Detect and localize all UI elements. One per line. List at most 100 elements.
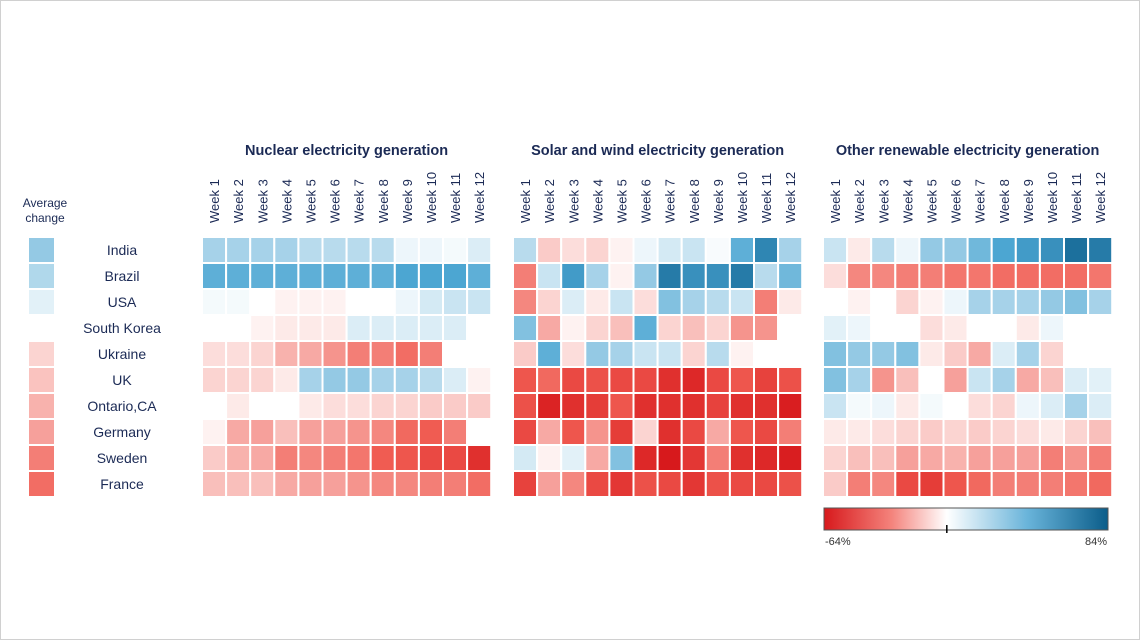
average-change-swatch bbox=[29, 290, 54, 314]
heatmap-cell bbox=[536, 366, 563, 394]
week-tick-label: Week 1 bbox=[828, 179, 843, 223]
heatmap-cell bbox=[417, 262, 444, 290]
heatmap-cell bbox=[753, 340, 780, 368]
heatmap-cell bbox=[918, 470, 945, 498]
average-change-header: change bbox=[25, 211, 65, 225]
heatmap-cell bbox=[417, 366, 444, 394]
heatmap-cell bbox=[225, 470, 252, 498]
heatmap-cell bbox=[656, 340, 683, 368]
heatmap-cell bbox=[1063, 470, 1090, 498]
panel-title: Other renewable electricity generation bbox=[836, 143, 1100, 159]
country-label: South Korea bbox=[83, 320, 161, 336]
country-label: France bbox=[100, 476, 144, 492]
heatmap-cell bbox=[393, 392, 420, 420]
heatmap-cell bbox=[966, 236, 993, 264]
average-change-swatch bbox=[29, 420, 54, 444]
heatmap-cell bbox=[966, 262, 993, 290]
heatmap-cell bbox=[1063, 314, 1090, 342]
heatmap-cell bbox=[512, 340, 539, 368]
heatmap-cell bbox=[632, 444, 659, 472]
heatmap-cell bbox=[393, 314, 420, 342]
heatmap-cell bbox=[201, 418, 228, 446]
heatmap-cell bbox=[417, 314, 444, 342]
heatmap-cell bbox=[1014, 418, 1041, 446]
heatmap-cell bbox=[225, 262, 252, 290]
heatmap-cell bbox=[584, 314, 611, 342]
heatmap-cell bbox=[822, 314, 849, 342]
heatmap-cell bbox=[870, 340, 897, 368]
heatmap-cell bbox=[249, 392, 276, 420]
week-tick-label: Week 4 bbox=[590, 179, 605, 223]
heatmap-cell bbox=[777, 470, 804, 498]
heatmap-cell bbox=[656, 366, 683, 394]
heatmap-cell bbox=[632, 366, 659, 394]
heatmap-cell bbox=[990, 366, 1017, 394]
heatmap-cell bbox=[894, 470, 921, 498]
heatmap-cell bbox=[442, 262, 469, 290]
heatmap-cell bbox=[417, 418, 444, 446]
heatmap-cell bbox=[225, 288, 252, 316]
heatmap-cell bbox=[942, 444, 969, 472]
heatmap-cell bbox=[297, 392, 324, 420]
heatmap-cell bbox=[656, 392, 683, 420]
week-tick-label: Week 10 bbox=[1045, 172, 1060, 223]
heatmap-cell bbox=[822, 340, 849, 368]
heatmap-cell bbox=[704, 470, 731, 498]
heatmap-cell bbox=[249, 340, 276, 368]
heatmap-cell bbox=[846, 418, 873, 446]
heatmap-cell bbox=[632, 236, 659, 264]
heatmap-cell bbox=[1014, 314, 1041, 342]
heatmap-cell bbox=[1063, 366, 1090, 394]
heatmap-cell bbox=[512, 366, 539, 394]
heatmap-cell bbox=[249, 470, 276, 498]
heatmap-cell bbox=[297, 470, 324, 498]
week-tick-label: Week 8 bbox=[376, 179, 391, 223]
heatmap-cell bbox=[512, 262, 539, 290]
heatmap-cell bbox=[846, 236, 873, 264]
heatmap-cell bbox=[777, 288, 804, 316]
heatmap-cell bbox=[966, 288, 993, 316]
heatmap-cell bbox=[608, 314, 635, 342]
heatmap-cell bbox=[442, 314, 469, 342]
panel-title: Solar and wind electricity generation bbox=[531, 143, 784, 159]
heatmap-cell bbox=[1063, 392, 1090, 420]
heatmap-cell bbox=[1087, 288, 1114, 316]
heatmap-cell bbox=[608, 288, 635, 316]
heatmap-cell bbox=[1014, 444, 1041, 472]
heatmap-cell bbox=[201, 262, 228, 290]
heatmap-cell bbox=[942, 470, 969, 498]
heatmap-cell bbox=[656, 288, 683, 316]
heatmap-cell bbox=[1087, 366, 1114, 394]
week-tick-label: Week 5 bbox=[303, 179, 318, 223]
heatmap-cell bbox=[1038, 418, 1066, 446]
heatmap-cell bbox=[1038, 236, 1066, 264]
heatmap-cell bbox=[680, 418, 707, 446]
heatmap-cell bbox=[704, 392, 731, 420]
week-tick-label: Week 11 bbox=[1069, 173, 1084, 223]
heatmap-cell bbox=[870, 262, 897, 290]
heatmap-cell bbox=[656, 444, 683, 472]
heatmap-cell bbox=[442, 366, 469, 394]
heatmap-cell bbox=[273, 314, 300, 342]
heatmap-cell bbox=[249, 444, 276, 472]
country-label: UK bbox=[112, 372, 132, 388]
heatmap-cell bbox=[728, 366, 756, 394]
heatmap-cell bbox=[680, 392, 707, 420]
heatmap-cell bbox=[1038, 288, 1066, 316]
heatmap-cell bbox=[1014, 262, 1041, 290]
heatmap-cell bbox=[584, 392, 611, 420]
heatmap-cell bbox=[777, 340, 804, 368]
heatmap-cell bbox=[345, 314, 372, 342]
heatmap-cell bbox=[536, 288, 563, 316]
heatmap-cell bbox=[466, 314, 493, 342]
heatmap-cell bbox=[846, 444, 873, 472]
heatmap-cell bbox=[393, 418, 420, 446]
heatmap-cell bbox=[345, 366, 372, 394]
heatmap-cell bbox=[680, 288, 707, 316]
heatmap-cell bbox=[584, 288, 611, 316]
week-tick-label: Week 4 bbox=[279, 179, 294, 223]
heatmap-cell bbox=[393, 470, 420, 498]
heatmap-cell bbox=[321, 392, 348, 420]
heatmap-cell bbox=[728, 444, 756, 472]
heatmap-cell bbox=[249, 366, 276, 394]
